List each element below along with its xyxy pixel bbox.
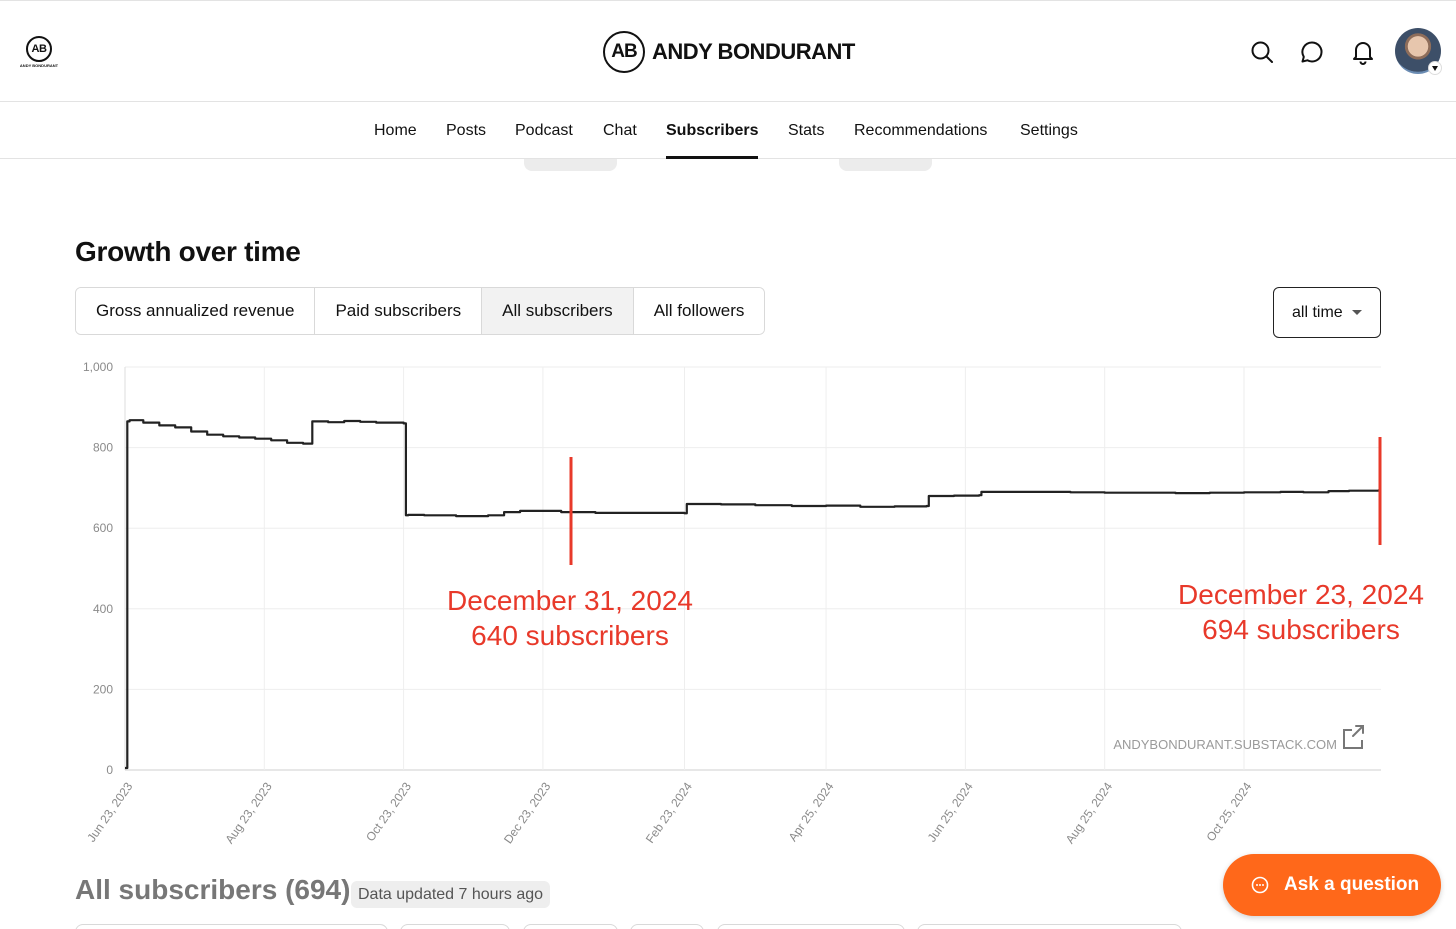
x-tick-label: Dec 23, 2023 — [501, 779, 554, 846]
tab-all-subscribers[interactable]: All subscribers — [482, 288, 634, 334]
y-tick-label: 0 — [106, 763, 113, 777]
y-tick-label: 200 — [93, 682, 113, 696]
x-tick-label: Jun 25, 2024 — [925, 779, 976, 844]
brand-name: ANDY BONDURANT — [652, 39, 855, 64]
x-tick-label: Aug 23, 2023 — [222, 779, 275, 846]
ask-question-label: Ask a question — [1284, 874, 1420, 895]
search-icon[interactable] — [1249, 39, 1275, 65]
bell-icon[interactable] — [1350, 39, 1376, 65]
tab-recommendations[interactable]: Recommendations — [854, 122, 988, 139]
series-line — [125, 419, 1381, 770]
tab-subscribers[interactable]: Subscribers — [666, 103, 759, 159]
tab-home[interactable]: Home — [374, 122, 417, 139]
tab-paid-subscribers[interactable]: Paid subscribers — [315, 288, 483, 334]
y-axis: 0 200 400 600 800 1,000 — [83, 360, 113, 777]
x-tick-label: Oct 23, 2023 — [363, 779, 414, 844]
y-tick-label: 800 — [93, 441, 113, 455]
dashboard-nav: Home Posts Podcast Chat Subscribers Stat… — [0, 103, 1456, 159]
x-tick-label: Jun 23, 2023 — [84, 779, 135, 844]
x-axis: Jun 23, 2023 Aug 23, 2023 Oct 23, 2023 Dec … — [84, 779, 1254, 846]
annotation-label: December 31, 2024 — [447, 585, 693, 616]
ask-question-button[interactable]: Ask a question — [1223, 854, 1441, 916]
section-title: Growth over time — [75, 236, 301, 267]
annotation-label: December 23, 2024 — [1178, 579, 1424, 610]
chat-bubble-icon[interactable] — [1299, 39, 1325, 65]
tab-posts[interactable]: Posts — [446, 122, 487, 139]
x-tick-label: Aug 25, 2024 — [1063, 779, 1116, 846]
metric-selector: Gross annualized revenue Paid subscriber… — [75, 287, 766, 335]
tab-chat[interactable]: Chat — [603, 122, 637, 139]
filter-control[interactable] — [717, 924, 905, 929]
x-tick-label: Apr 25, 2024 — [786, 779, 837, 844]
logo-wordmark: ANDY BONDURANT — [19, 63, 59, 68]
annotation-label: 640 subscribers — [471, 620, 669, 651]
top-bar: AB ANDY BONDURANT AB ANDY BONDURANT — [0, 0, 1456, 102]
tab-all-followers[interactable]: All followers — [633, 288, 765, 334]
logo-initials: AB — [26, 36, 52, 62]
brand-logo[interactable]: AB ANDY BONDURANT — [603, 30, 855, 74]
tab-stats[interactable]: Stats — [788, 122, 825, 139]
scrolled-card-edge — [839, 159, 932, 171]
time-range-value: all time — [1292, 304, 1343, 321]
subscribers-count-title: All subscribers (694) — [75, 874, 351, 905]
x-tick-label: Oct 25, 2024 — [1204, 779, 1255, 844]
updated-badge: Data updated 7 hours ago — [351, 881, 551, 908]
chart-grid — [124, 366, 1381, 771]
watermark: ANDYBONDURANT.SUBSTACK.COM — [1113, 737, 1337, 752]
filter-control[interactable] — [523, 924, 618, 929]
y-tick-label: 1,000 — [83, 360, 113, 374]
publication-logo[interactable]: AB ANDY BONDURANT — [18, 36, 60, 70]
scrolled-card-edge — [524, 159, 617, 171]
external-link-icon[interactable] — [1343, 725, 1364, 749]
growth-chart: 0 200 400 600 800 1,000 Jun 23, 2023 Aug 23, 2… — [83, 360, 1424, 846]
tab-settings[interactable]: Settings — [1020, 122, 1078, 139]
annotation-label: 694 subscribers — [1202, 614, 1400, 645]
x-tick-label: Feb 23, 2024 — [643, 779, 695, 845]
chevron-down-icon — [1352, 310, 1362, 315]
chevron-down-icon[interactable] — [1428, 61, 1442, 75]
y-tick-label: 400 — [93, 602, 113, 616]
filter-control[interactable] — [400, 924, 510, 929]
annotations: December 31, 2024 640 subscribers December… — [447, 437, 1424, 651]
filter-control[interactable] — [75, 924, 388, 929]
y-tick-label: 600 — [93, 521, 113, 535]
tab-gross-annualized-revenue[interactable]: Gross annualized revenue — [76, 288, 316, 334]
filter-control[interactable] — [917, 924, 1182, 929]
time-range-select[interactable]: all time — [1273, 287, 1381, 338]
brand-initials: AB — [603, 31, 645, 73]
tab-podcast[interactable]: Podcast — [515, 122, 573, 139]
chat-icon — [1251, 876, 1269, 894]
filter-control[interactable] — [630, 924, 704, 929]
